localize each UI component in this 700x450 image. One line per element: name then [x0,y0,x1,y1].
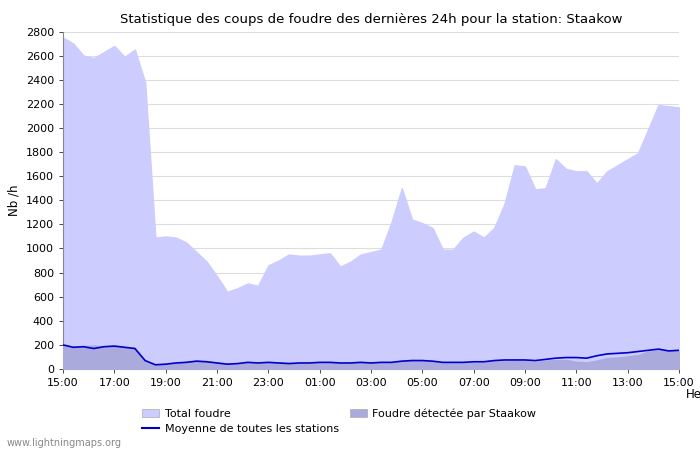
Y-axis label: Nb /h: Nb /h [7,184,20,216]
Legend: Total foudre, Moyenne de toutes les stations, Foudre détectée par Staakow: Total foudre, Moyenne de toutes les stat… [143,408,536,434]
Text: www.lightningmaps.org: www.lightningmaps.org [7,438,122,448]
Title: Statistique des coups de foudre des dernières 24h pour la station: Staakow: Statistique des coups de foudre des dern… [120,13,622,26]
X-axis label: Heure: Heure [686,387,700,400]
